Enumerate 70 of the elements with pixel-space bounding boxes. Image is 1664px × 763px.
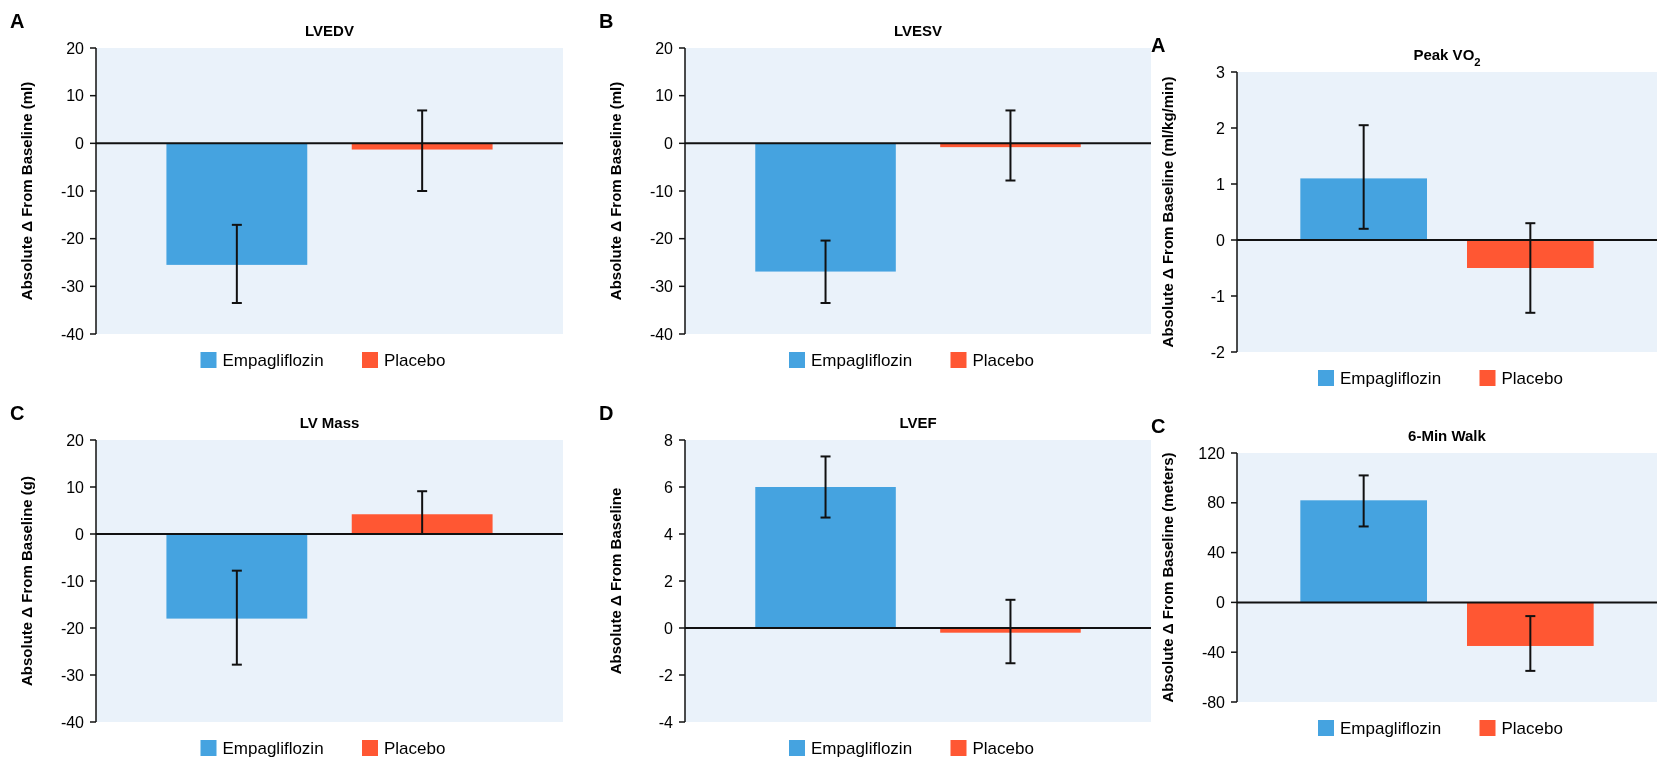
- y-tick-label: -40: [1201, 643, 1226, 661]
- y-tick-label: -40: [60, 325, 85, 343]
- y-tick-label: 0: [75, 134, 85, 152]
- chart-title: LV Mass: [299, 414, 360, 431]
- y-tick-label: 6: [664, 478, 674, 496]
- y-tick-label: -30: [649, 277, 674, 295]
- y-axis-title: Absolute Δ From Baseline (meters): [1159, 452, 1176, 703]
- legend-label: Empagliflozin: [222, 738, 324, 758]
- y-tick-label: 0: [664, 619, 674, 637]
- y-tick-label: 3: [1216, 63, 1226, 81]
- y-tick-label: -40: [649, 325, 674, 343]
- y-tick-label: -20: [60, 230, 85, 248]
- y-tick-label: 8: [664, 431, 674, 449]
- y-tick-label: -30: [60, 277, 85, 295]
- y-tick-label: 20: [655, 39, 674, 57]
- y-tick-label: 4: [664, 525, 674, 543]
- y-axis-title: Absolute Δ From Baseline (g): [18, 476, 35, 686]
- text: A: [10, 10, 25, 32]
- text: C: [10, 402, 25, 424]
- chart-title: LVEDV: [305, 22, 354, 39]
- y-tick-label: -10: [649, 182, 674, 200]
- chart-title: 6-Min Walk: [1408, 427, 1487, 444]
- y-tick-label: -10: [60, 182, 85, 200]
- legend-label: Placebo: [972, 738, 1034, 758]
- y-tick-label: -10: [60, 572, 85, 590]
- y-axis-title: Absolute Δ From Baseline (ml): [607, 81, 624, 301]
- y-tick-label: 0: [1216, 231, 1226, 249]
- legend-label: Placebo: [1501, 718, 1563, 738]
- legend-label: Placebo: [384, 738, 446, 758]
- y-axis-title: Absolute Δ From Baseline (ml): [18, 81, 35, 301]
- y-tick-label: 1: [1216, 175, 1226, 193]
- y-tick-label: -20: [60, 619, 85, 637]
- chart-title: LVEF: [899, 414, 937, 431]
- legend-label: Empagliflozin: [811, 738, 913, 758]
- legend-label: Placebo: [384, 350, 446, 370]
- y-tick-label: -20: [649, 230, 674, 248]
- y-tick-label: 2: [1216, 119, 1226, 137]
- chart-title: LVESV: [893, 22, 943, 39]
- y-tick-label: 0: [664, 134, 674, 152]
- y-tick-label: -80: [1201, 693, 1226, 711]
- y-tick-label: 120: [1198, 444, 1226, 462]
- y-tick-label: 10: [66, 478, 85, 496]
- y-tick-label: 80: [1207, 494, 1226, 512]
- y-tick-label: -30: [60, 666, 85, 684]
- legend-label: Empagliflozin: [1340, 368, 1442, 388]
- legend-label: Empagliflozin: [222, 350, 324, 370]
- y-tick-label: 10: [655, 87, 674, 105]
- y-axis-title: Absolute Δ From Baseline (ml/kg/min): [1159, 76, 1176, 348]
- annotation: A: [1151, 34, 1166, 56]
- y-tick-label: 20: [66, 39, 85, 57]
- y-tick-label: -1: [1210, 287, 1226, 305]
- legend-label: Empagliflozin: [811, 350, 913, 370]
- y-tick-label: 40: [1207, 544, 1226, 562]
- legend-label: Placebo: [972, 350, 1034, 370]
- y-tick-label: -2: [658, 666, 674, 684]
- legend-label: Placebo: [1501, 368, 1563, 388]
- y-tick-label: 0: [75, 525, 85, 543]
- y-tick-label: 20: [66, 431, 85, 449]
- y-tick-label: -4: [658, 713, 674, 731]
- y-tick-label: -2: [1210, 343, 1226, 361]
- text: D: [599, 402, 614, 424]
- text: C: [1151, 415, 1166, 437]
- y-tick-label: -40: [60, 713, 85, 731]
- y-tick-label: 0: [1216, 594, 1226, 611]
- legend-label: Empagliflozin: [1340, 718, 1442, 738]
- text: B: [599, 10, 614, 32]
- chart-title: Peak VO$_{2}$: [1413, 46, 1481, 68]
- y-axis-title: Absolute Δ From Baseline: [607, 487, 624, 675]
- y-tick-label: 10: [66, 87, 85, 105]
- y-tick-label: 2: [664, 572, 674, 590]
